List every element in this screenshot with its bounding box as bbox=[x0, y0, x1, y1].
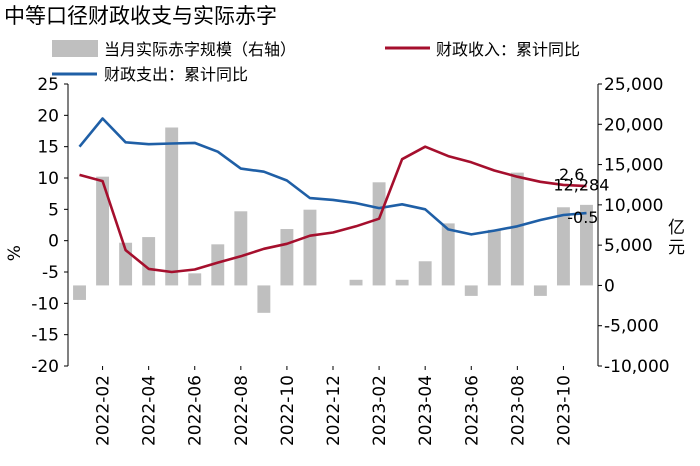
x-axis-tick-label: 2023-08 bbox=[508, 375, 528, 446]
deficit-bar bbox=[96, 176, 110, 286]
left-axis-tick-label: 0 bbox=[48, 232, 59, 252]
deficit-bar bbox=[73, 285, 86, 300]
left-axis-title: % bbox=[5, 245, 25, 261]
x-axis-tick-label: 2022-02 bbox=[94, 375, 114, 446]
right-axis-tick-label: -5,000 bbox=[604, 317, 659, 337]
deficit-bar bbox=[372, 182, 386, 286]
left-axis-tick-label: -15 bbox=[31, 326, 59, 346]
deficit-bar bbox=[280, 229, 294, 286]
legend-swatch-deficit bbox=[52, 40, 98, 57]
deficit-bar bbox=[464, 285, 478, 296]
x-axis-tick-label: 2023-04 bbox=[416, 375, 436, 446]
deficit-bar bbox=[188, 273, 202, 286]
deficit-bar bbox=[349, 279, 363, 286]
x-axis-tick-label: 2022-04 bbox=[140, 375, 160, 446]
left-axis-tick-label: -10 bbox=[31, 294, 59, 314]
deficit-bar bbox=[234, 211, 248, 286]
deficit-bar bbox=[211, 244, 225, 286]
deficit-bar bbox=[441, 223, 455, 286]
deficit-bar bbox=[395, 279, 409, 286]
left-axis-tick-label: 25 bbox=[37, 75, 59, 95]
right-axis-tick-label: 15,000 bbox=[604, 156, 663, 176]
deficit-bar bbox=[257, 285, 271, 313]
chart-title: 中等口径财政收支与实际赤字 bbox=[4, 4, 277, 28]
left-axis-tick-label: 15 bbox=[37, 138, 59, 158]
data-label-expenditure: -0.5 bbox=[567, 208, 598, 227]
right-axis-tick-label: 0 bbox=[604, 276, 615, 296]
x-axis-tick-label: 2022-10 bbox=[278, 375, 298, 446]
deficit-bar bbox=[303, 209, 317, 286]
right-axis-tick-label: 20,000 bbox=[604, 115, 663, 135]
x-axis-tick-label: 2022-08 bbox=[232, 375, 252, 446]
deficit-bar bbox=[165, 127, 179, 286]
data-label-deficit: 12,284 bbox=[553, 175, 609, 194]
legend-label-revenue: 财政收入：累计同比 bbox=[436, 40, 580, 59]
data-label-revenue: 2.6 bbox=[559, 165, 584, 184]
deficit-bar bbox=[418, 261, 432, 286]
right-axis-unit-top: 亿 bbox=[668, 218, 685, 238]
left-axis-tick-label: 20 bbox=[37, 106, 59, 126]
x-axis-tick-label: 2022-06 bbox=[186, 375, 206, 446]
legend-label-expenditure: 财政支出：累计同比 bbox=[104, 65, 248, 84]
deficit-bar bbox=[510, 172, 524, 286]
deficit-bar bbox=[556, 207, 570, 286]
left-axis-tick-label: -20 bbox=[31, 357, 59, 377]
right-axis-tick-label: -10,000 bbox=[604, 357, 670, 377]
revenue-line bbox=[79, 145, 587, 274]
deficit-bar bbox=[533, 285, 547, 296]
left-axis-tick-label: 10 bbox=[37, 169, 59, 189]
right-axis-tick-label: 5,000 bbox=[604, 236, 653, 256]
left-axis-tick-label: -5 bbox=[42, 263, 59, 283]
x-axis-tick-label: 2023-10 bbox=[554, 375, 574, 446]
x-axis-tick-label: 2022-12 bbox=[324, 375, 344, 446]
x-axis-tick-label: 2023-02 bbox=[370, 375, 390, 446]
expenditure-line bbox=[78, 117, 587, 236]
right-axis-tick-label: 10,000 bbox=[604, 196, 663, 216]
deficit-bar bbox=[142, 237, 156, 286]
right-axis-tick-label: 25,000 bbox=[604, 75, 663, 95]
deficit-bar bbox=[487, 229, 501, 286]
right-axis-unit-bottom: 元 bbox=[668, 238, 685, 258]
x-axis-tick-label: 2023-06 bbox=[462, 375, 482, 446]
legend-label-deficit: 当月实际赤字规模（右轴） bbox=[104, 40, 296, 59]
left-axis-tick-label: 5 bbox=[48, 200, 59, 220]
deficit-bar bbox=[580, 204, 593, 286]
